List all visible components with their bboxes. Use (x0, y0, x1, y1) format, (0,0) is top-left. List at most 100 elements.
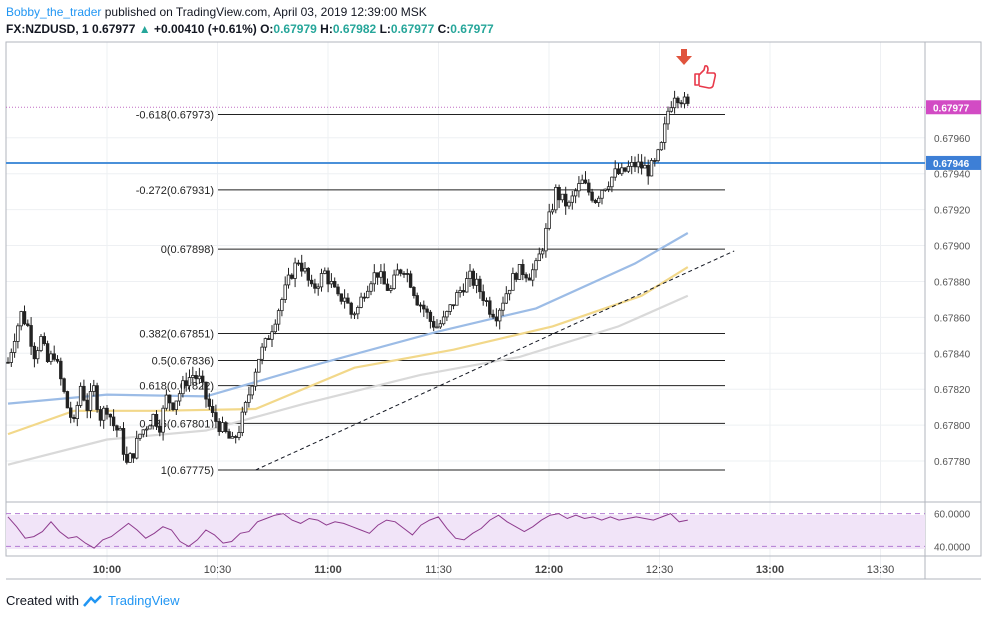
candle-body (336, 286, 340, 295)
candle-body (72, 417, 76, 420)
fib-level-label: 0(0.67898) (161, 244, 214, 256)
candle-body (286, 274, 291, 286)
candle-body (227, 431, 231, 439)
candle-body (474, 278, 479, 286)
candle-body (323, 270, 327, 274)
level-price-badge (926, 155, 981, 170)
candle-body (260, 346, 264, 360)
candle-body (171, 402, 175, 410)
candle-body (65, 391, 70, 409)
moving-averages (7, 232, 689, 466)
tradingview-logo-icon (83, 595, 102, 607)
candle-body (313, 283, 317, 289)
candle-body (577, 183, 581, 192)
candle-body (270, 331, 274, 340)
candle-body (382, 271, 386, 285)
y-tick-label: 0.67780 (934, 457, 971, 468)
candle-body (633, 161, 637, 168)
candle-body (362, 296, 367, 299)
candle-body (630, 161, 634, 167)
candle-body (389, 288, 393, 291)
candle-body (220, 422, 225, 432)
trendline[interactable] (255, 250, 735, 471)
candle-body (639, 161, 644, 169)
candle-body (491, 313, 495, 318)
candle-body (303, 267, 307, 272)
author-link[interactable]: Bobby_the_trader (6, 5, 102, 19)
candle-body (55, 358, 60, 362)
candle-body (544, 227, 548, 252)
candle-body (554, 187, 558, 211)
x-tick-label: 13:30 (867, 564, 895, 576)
fib-retracement[interactable]: -0.618(0.67973) -0.272(0.67931) 0(0.67898)… (136, 109, 725, 477)
candle-body (448, 304, 452, 312)
candle-body (537, 253, 541, 262)
candle-body (253, 371, 258, 387)
candle-body (88, 391, 93, 411)
candle-body (478, 278, 482, 293)
candle-body (395, 269, 400, 276)
candle-body (534, 260, 538, 271)
symbol-label[interactable]: FX:NZDUSD, 1 (6, 22, 89, 36)
candle-body (346, 297, 350, 304)
candle-body (98, 409, 103, 421)
candle-body (590, 191, 594, 201)
candle-body (299, 262, 304, 272)
publish-info: published on TradingView.com, April 03, … (101, 5, 427, 19)
candle-body (656, 149, 660, 162)
candle-body (603, 188, 607, 191)
candle-body (128, 453, 132, 463)
fib-level-label: 0.5(0.67836) (152, 355, 214, 367)
candle-body (597, 197, 601, 203)
x-tick-label: 11:30 (425, 564, 452, 576)
candle-body (600, 189, 604, 199)
candle-body (428, 311, 433, 322)
candle-body (240, 411, 244, 433)
y-tick-label: 0.67800 (934, 421, 971, 432)
candle-body (649, 160, 654, 177)
time-axis[interactable]: 10:00 10:30 11:00 11:30 12:00 12:30 13:00 13:30 (93, 564, 894, 576)
candle-body (148, 425, 152, 430)
candle-body (22, 311, 27, 325)
candle-body (85, 399, 89, 411)
low-label: L: (379, 22, 391, 36)
close-label: C: (437, 22, 451, 36)
candle-body (412, 286, 416, 296)
candle-body (52, 353, 56, 360)
fib-level-label: 0.382(0.67851) (139, 329, 214, 341)
price-change: +0.00410 (+0.61%) (153, 22, 257, 36)
candle-body (115, 425, 119, 431)
fib-level-label: -0.272(0.67931) (136, 185, 214, 197)
current-price-text: 0.67977 (933, 103, 970, 114)
x-tick-label: 12:30 (646, 564, 674, 576)
high-value: 0.67982 (332, 22, 377, 36)
candle-body (26, 323, 30, 326)
candle-body (230, 436, 235, 439)
tradingview-link[interactable]: TradingView (107, 593, 180, 608)
candle-body (194, 375, 198, 380)
candle-body (200, 375, 205, 383)
candle-body (326, 270, 330, 285)
candle-body (425, 308, 429, 313)
candle-body (187, 377, 192, 387)
price-axis[interactable]: 0.67960 0.67940 0.67920 0.67900 0.67880 0.678… (926, 100, 981, 553)
candle-body (296, 262, 301, 265)
candle-body (527, 277, 532, 281)
candle-body (418, 304, 423, 307)
x-tick-label: 12:00 (535, 564, 563, 576)
candle-body (620, 167, 624, 175)
candle-body (6, 361, 10, 364)
candle-body (415, 295, 419, 306)
rsi-level-lines (6, 513, 925, 547)
candle-body (12, 341, 17, 353)
candle-body (669, 107, 673, 112)
candle-body (290, 274, 294, 279)
candle-body (557, 187, 561, 201)
candle-body (540, 250, 545, 255)
candle-body (9, 352, 13, 363)
low-value: 0.67977 (390, 22, 435, 36)
candle-body (237, 432, 241, 438)
candle-body (283, 284, 287, 300)
candle-body (108, 413, 112, 418)
